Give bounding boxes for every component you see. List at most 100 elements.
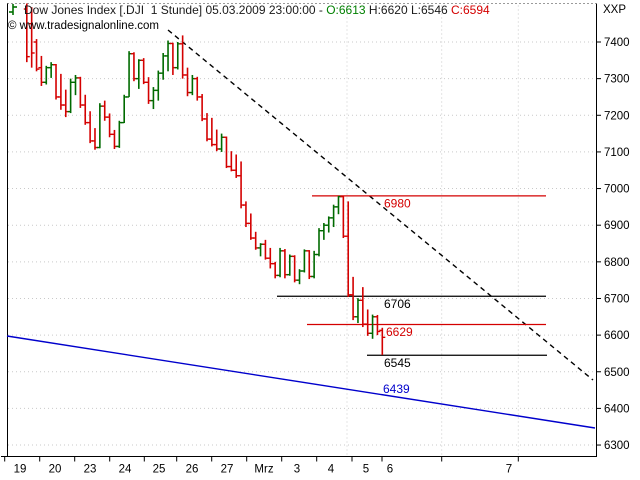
trendline-support-blue[interactable] [6, 335, 596, 429]
x-axis-label: 27 [221, 464, 234, 476]
y-axis-label: 6300 [604, 440, 630, 452]
bars-layer [23, 3, 386, 355]
ohlc-bar [145, 77, 152, 104]
ohlc-bar [262, 239, 269, 260]
ohlc-bar [82, 94, 89, 125]
y-axis-label: 7000 [604, 184, 630, 196]
ohlc-bar [43, 65, 50, 85]
y-axis-label: 6400 [604, 403, 630, 415]
ohlc-bar [335, 195, 342, 215]
ohlc-bar [291, 255, 298, 283]
ohlc-bar [126, 51, 133, 98]
trendline-downtrend-dashed[interactable] [167, 29, 594, 381]
ohlc-bar [116, 120, 123, 148]
ohlc-bar [23, 3, 30, 63]
x-axis-label: 23 [84, 464, 97, 476]
ohlc-bar [252, 231, 259, 250]
x-axis-label: 25 [153, 464, 166, 476]
x-axis-label: 3 [294, 464, 300, 476]
chart-header: Dow Jones Index [.DJI 1 Stunde] 05.03.20… [7, 3, 490, 17]
y-axis-label: 7300 [604, 74, 630, 86]
level-label-6629: 6629 [386, 325, 413, 339]
ohlc-bar [340, 195, 347, 239]
ohlc-bar [257, 243, 264, 257]
ohlc-bar [208, 117, 215, 147]
ohlc-bar [233, 154, 240, 178]
ohlc-bar [38, 55, 45, 86]
ohlc-bar [87, 111, 94, 144]
y-axis-label: 7200 [604, 110, 630, 122]
x-axis-label: 20 [49, 464, 62, 476]
y-axis-label: 6600 [604, 330, 630, 342]
ohlc-bar [67, 78, 74, 114]
ohlc-bar [121, 94, 128, 124]
ohlc-bar [330, 204, 337, 228]
ohlc-bar [301, 249, 308, 273]
level-label-6706: 6706 [384, 297, 411, 311]
ohlc-bar [316, 228, 322, 257]
x-axis-label: 5 [363, 464, 369, 476]
ohlc-bar [374, 314, 381, 336]
y-axis-label: 6900 [604, 220, 630, 232]
ohlc-bar [228, 151, 235, 172]
y-axis-label: 7400 [604, 37, 630, 49]
series-icon [7, 4, 20, 17]
header-timestamp: 05.03.2009 23:00:00 - [202, 3, 327, 17]
x-axis-label: 19 [14, 464, 27, 476]
ohlc-bar [354, 298, 361, 324]
series-title: Dow Jones Index [.DJI 1 Stunde] [24, 3, 203, 17]
close-value: C:6594 [447, 3, 490, 17]
ohlc-bar [247, 213, 254, 240]
ohlc-bar [96, 103, 103, 149]
ohlc-bar [140, 58, 147, 85]
ohlc-bar [135, 59, 142, 89]
ohlc-bar [369, 314, 376, 339]
x-axis: 19 20 23 24 25 26 27 Mrz 3 4 5 6 7 [4, 456, 519, 476]
ohlc-bar [160, 52, 167, 80]
ohlc-bar [165, 40, 172, 72]
ohlc-bar [359, 287, 366, 328]
ohlc-bar [350, 276, 357, 321]
watermark: © www.tradesignalonline.com [8, 20, 160, 32]
ohlc-bar [238, 161, 245, 209]
ohlc-bar [277, 247, 284, 278]
ohlc-bar [379, 327, 386, 355]
ohlc-bar [218, 133, 225, 152]
ohlc-bar [53, 63, 60, 100]
x-axis-label: 24 [119, 464, 132, 476]
ohlc-bar [33, 39, 40, 72]
ohlc-bar [169, 42, 176, 75]
ohlc-bar [199, 94, 206, 122]
y-axis-label: 6800 [604, 257, 630, 269]
y-axis-label: 7100 [604, 147, 630, 159]
ohlc-bar [364, 309, 371, 336]
open-value: O:6613 [326, 3, 366, 17]
ohlc-bar [77, 76, 84, 108]
x-axis-label: 7 [506, 464, 512, 476]
low-value: L:6546 [407, 3, 448, 17]
x-axis-label: 4 [328, 464, 335, 476]
x-axis-label: 26 [186, 464, 199, 476]
ohlc-bar [91, 128, 98, 150]
ohlc-bar [306, 250, 313, 280]
ohlc-bar [28, 7, 35, 68]
ohlc-bar [213, 129, 220, 152]
ohlc-bar [62, 89, 69, 118]
ohlc-bar [286, 254, 293, 276]
level-label-6545: 6545 [384, 356, 411, 370]
ohlc-bar [325, 216, 332, 233]
ohlc-bar [267, 247, 274, 269]
trendline-label-6439: 6439 [383, 382, 410, 396]
ohlc-bar [174, 42, 181, 70]
x-axis-label: 6 [387, 464, 393, 476]
level-label-6980: 6980 [384, 196, 411, 210]
ohlc-bar [203, 113, 210, 142]
ohlc-bar [281, 249, 288, 279]
scale-label: XXP [603, 4, 627, 16]
x-axis-label: Mrz [254, 464, 273, 476]
grid-layer: 7400 7300 7200 7100 7000 6900 6800 6700 6600 6500… [8, 5, 630, 456]
y-axis-label: 6500 [604, 367, 630, 379]
y-axis-label: 6700 [604, 293, 630, 305]
